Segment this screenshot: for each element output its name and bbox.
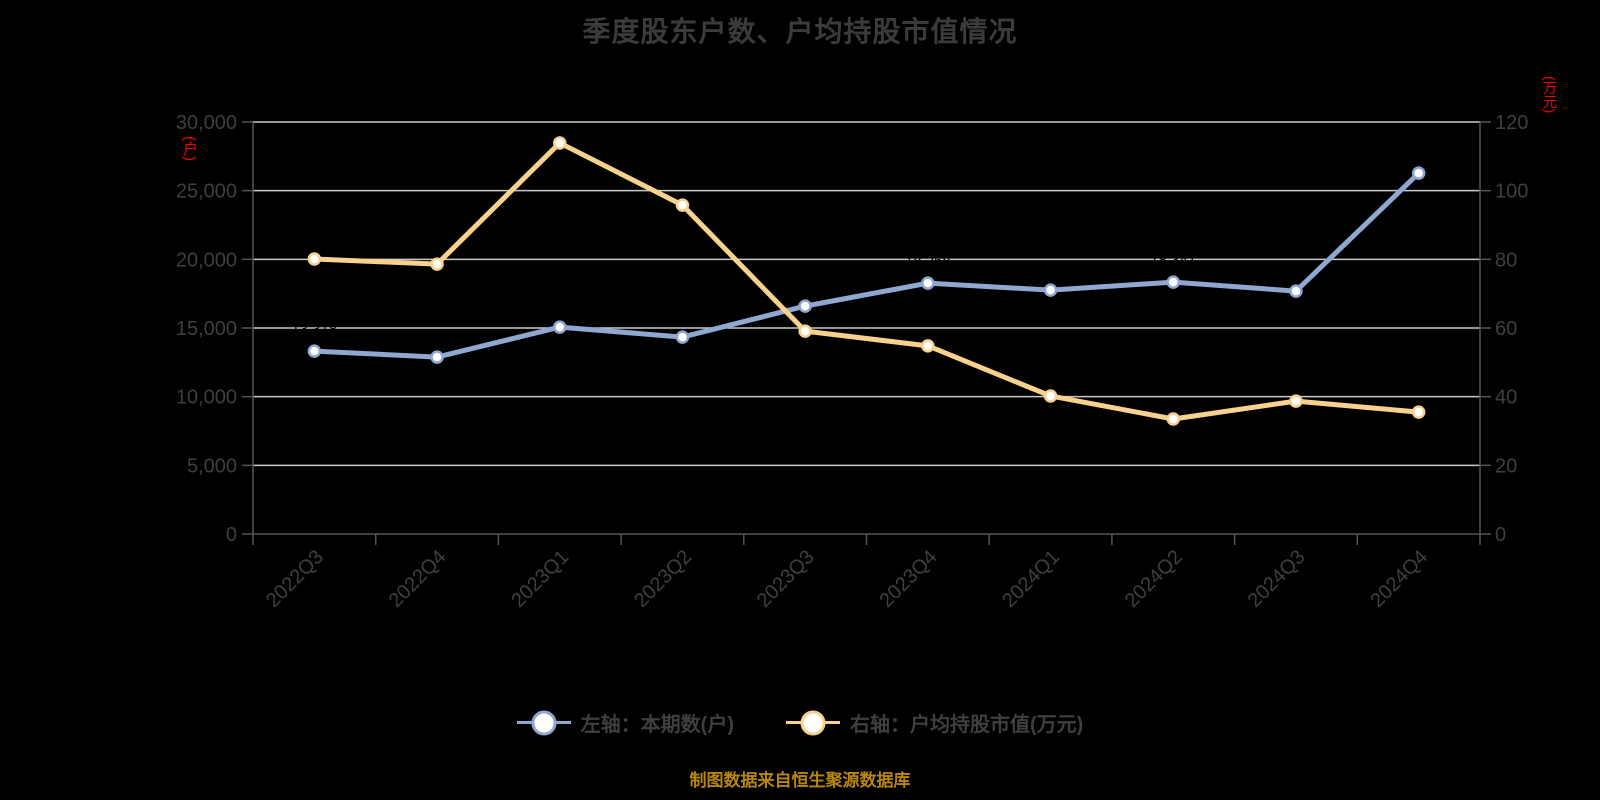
- data-point-marker: [430, 257, 444, 271]
- gridlines: [253, 121, 1480, 467]
- data-point-marker: [798, 324, 812, 338]
- data-point-marker: [1411, 405, 1426, 419]
- left-axis-tick-label: 30,000: [176, 112, 237, 134]
- data-point-label: 14,338: [660, 307, 706, 324]
- data-point-label: 17,758: [1028, 260, 1074, 277]
- right-axis-tick-label: 0: [1495, 524, 1506, 546]
- axis-labels: 0 5,000 10,000 15,000 20,000 25,000 30,000 0 20 4…: [176, 112, 1529, 612]
- data-point-label: 38.70: [1277, 416, 1315, 433]
- data-point-marker: [307, 252, 322, 266]
- data-point-marker: [1411, 166, 1426, 180]
- left-axis-tick-label: 5,000: [187, 455, 237, 477]
- left-axis-unit-label: (户): [181, 136, 198, 161]
- series-line: [311, 140, 1422, 422]
- legend-dot-icon: [531, 710, 557, 735]
- data-point-marker: [553, 136, 567, 150]
- x-axis-label: 2024Q3: [1244, 546, 1310, 612]
- data-point-marker: [675, 198, 690, 212]
- data-point-label: 80.10: [296, 274, 334, 291]
- x-axis-label: 2023Q1: [507, 546, 573, 612]
- data-labels: 13,318 12,881 15,066 14,338 16,594 18,268 17,7…: [291, 143, 1441, 451]
- series-line: [311, 170, 1422, 360]
- x-axis-label: 2024Q1: [998, 546, 1064, 612]
- legend: 左轴：本期数(户) 右轴：户均持股市值(万元): [0, 708, 1600, 737]
- data-point-marker: [675, 330, 690, 344]
- right-axis-tick-label: 20: [1495, 455, 1517, 477]
- data-point-label: 26,273: [1396, 143, 1442, 160]
- chart-title: 季度股东户数、户均持股市值情况: [582, 16, 1018, 47]
- data-point-label: 54.80: [909, 361, 947, 378]
- data-point-marker: [1043, 389, 1058, 403]
- series-0: [307, 166, 1426, 364]
- data-point-label: 113.90: [537, 158, 582, 175]
- data-point-marker: [921, 339, 935, 353]
- left-axis-tick-label: 20,000: [176, 249, 237, 271]
- data-point-label: 40.20: [1032, 411, 1070, 428]
- legend-dot-icon: [800, 710, 826, 735]
- data-point-marker: [1166, 275, 1180, 289]
- data-point-label: 15,066: [537, 297, 583, 314]
- data-point-label: 18,341: [1150, 252, 1196, 269]
- data-point-marker: [1289, 394, 1303, 408]
- data-point-label: 13,318: [291, 321, 337, 338]
- x-axis-label: 2022Q4: [385, 546, 451, 612]
- right-axis-tick-label: 120: [1495, 112, 1528, 134]
- data-point-marker: [1043, 283, 1058, 297]
- x-axis-label: 2024Q2: [1121, 546, 1187, 612]
- data-point-label: 78.60: [418, 279, 456, 296]
- data-point-label: 12,881: [414, 327, 460, 344]
- x-axis-label: 2024Q4: [1366, 546, 1432, 612]
- data-point-label: 33.50: [1154, 434, 1192, 451]
- data-point-marker: [1289, 284, 1303, 298]
- legend-label: 右轴：户均持股市值(万元): [850, 714, 1084, 736]
- left-axis-tick-label: 10,000: [176, 387, 237, 409]
- data-point-label: 18,268: [905, 253, 951, 270]
- data-point-marker: [921, 276, 935, 290]
- data-point-label: 35.50: [1400, 427, 1438, 444]
- legend-item-shareholder-count[interactable]: 左轴：本期数(户): [516, 708, 734, 737]
- x-axis-label: 2023Q2: [630, 546, 696, 612]
- right-axis-tick-label: 100: [1495, 181, 1528, 203]
- data-source-note: 制图数据来自恒生聚源数据库: [689, 771, 911, 790]
- axes: [242, 121, 1491, 545]
- left-axis-tick-label: 15,000: [176, 318, 237, 340]
- data-point-label: 59.10: [786, 346, 824, 363]
- legend-label: 左轴：本期数(户): [580, 714, 734, 736]
- data-point-marker: [1166, 412, 1180, 426]
- data-point-label: 95.80: [664, 220, 702, 237]
- right-axis-tick-label: 40: [1495, 387, 1517, 409]
- data-point-label: 17,685: [1273, 261, 1319, 278]
- data-point-marker: [798, 299, 812, 313]
- legend-item-avg-market-value[interactable]: 右轴：户均持股市值(万元): [786, 708, 1083, 737]
- data-point-marker: [553, 320, 567, 334]
- data-point-label: 16,594: [782, 276, 828, 293]
- right-axis-tick-label: 60: [1495, 318, 1517, 340]
- x-axis-label: 2022Q3: [262, 546, 328, 612]
- series-1: [307, 136, 1426, 426]
- left-axis-tick-label: 25,000: [176, 181, 237, 203]
- right-axis-tick-label: 80: [1495, 249, 1517, 271]
- left-axis-tick-label: 0: [226, 524, 237, 546]
- legend-line-dot-icon: [516, 709, 571, 737]
- data-point-marker: [430, 350, 444, 364]
- right-axis-unit-label: (万元): [1542, 76, 1558, 114]
- x-axis-label: 2023Q3: [753, 546, 819, 612]
- legend-line-dot-icon: [786, 709, 840, 737]
- data-point-marker: [307, 344, 322, 358]
- x-axis-label: 2023Q4: [876, 546, 942, 612]
